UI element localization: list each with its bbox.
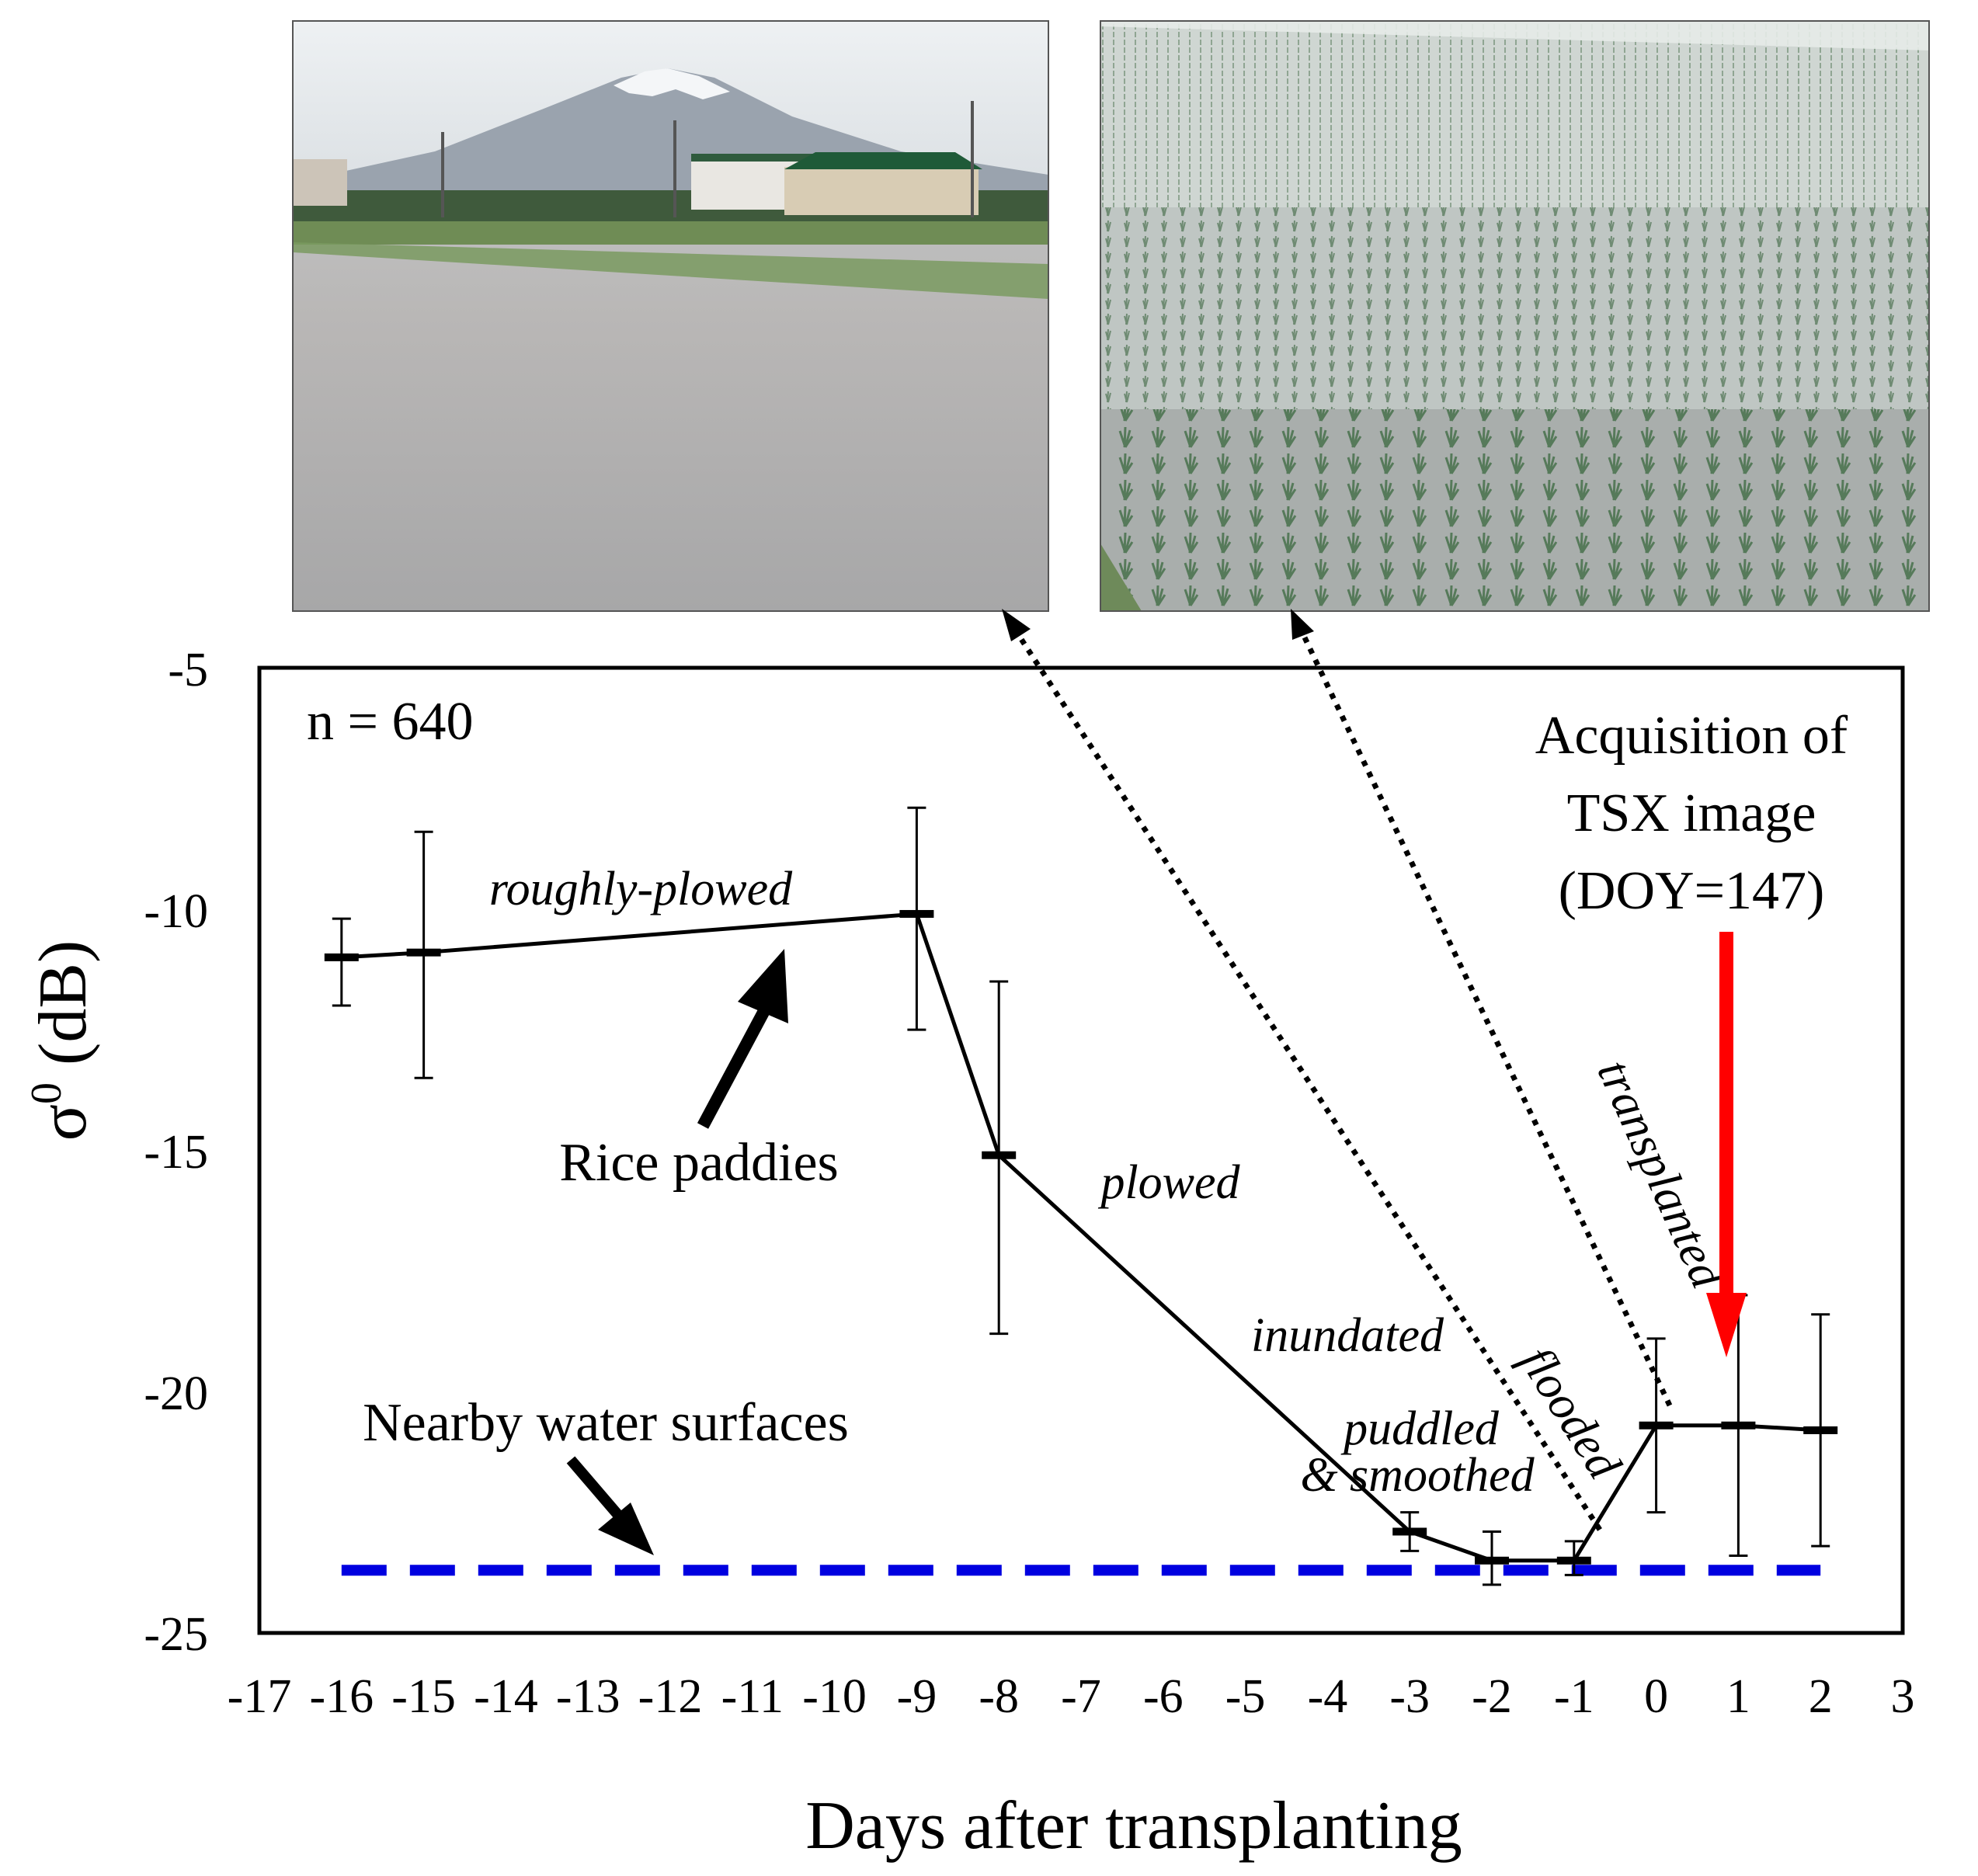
x-tick-label: -13: [556, 1670, 621, 1723]
error-bar: [332, 917, 351, 1007]
transplanted-paddy-photo: [1100, 20, 1930, 612]
annotation-roughly-plowed: roughly-plowed: [489, 863, 793, 915]
x-tick-label: -7: [1061, 1670, 1101, 1723]
x-tick-label: -3: [1389, 1670, 1430, 1723]
data-point-marker: [324, 953, 359, 961]
x-tick-label: -8: [979, 1670, 1019, 1723]
annotation-puddled: puddled: [1340, 1402, 1500, 1455]
rice-paddies-arrow: [697, 949, 788, 1129]
transplanted-pointer-arrow: [1294, 620, 1673, 1407]
x-axis-title: Days after transplanting: [805, 1788, 1462, 1864]
data-point-marker: [1556, 1556, 1591, 1565]
flooded-arrowhead: [1002, 609, 1031, 641]
x-tick-label: -9: [897, 1670, 937, 1723]
data-point-marker: [899, 909, 934, 918]
plot-area-frame: [257, 665, 1905, 1635]
data-point-marker: [1803, 1426, 1838, 1434]
acquisition-label-line2: TSX image: [1567, 783, 1816, 843]
x-axis-ticks: -17 -16 -15 -14 -13 -12 -11 -10 -9 -8 -7 -6 -5 -4 -3 -2…: [228, 1670, 1915, 1723]
y-tick-label: -5: [168, 644, 208, 697]
annotation-inundated: inundated: [1251, 1309, 1444, 1362]
x-tick-label: 3: [1891, 1670, 1915, 1723]
rice-paddy-markers: [324, 909, 1838, 1565]
y-axis-ticks: -5 -10 -15 -20 -25: [144, 644, 208, 1661]
data-point-marker: [1721, 1421, 1756, 1430]
x-tick-label: 2: [1809, 1670, 1833, 1723]
x-tick-label: 1: [1726, 1670, 1750, 1723]
x-tick-label: -12: [638, 1670, 703, 1723]
flooded-pointer-arrow: [1007, 620, 1602, 1531]
y-tick-label: -25: [144, 1608, 208, 1661]
annotation-plowed: plowed: [1097, 1156, 1240, 1209]
acquisition-label-line1: Acquisition of: [1535, 706, 1848, 766]
annotation-transplanted: transplanted: [1587, 1052, 1734, 1297]
acquisition-arrow: [1706, 932, 1747, 1357]
transplanted-arrowhead: [1291, 609, 1314, 640]
x-tick-label: -5: [1225, 1670, 1266, 1723]
x-tick-label: -16: [309, 1670, 374, 1723]
data-point-marker: [406, 948, 441, 957]
photo-pointer-arrows: [1007, 620, 1673, 1531]
data-point-marker: [1475, 1556, 1509, 1565]
rice-paddies-label: Rice paddies: [559, 1133, 839, 1193]
x-tick-label: -11: [721, 1670, 784, 1723]
annotation-smoothed: & smoothed: [1300, 1449, 1535, 1502]
y-tick-label: -10: [144, 885, 208, 938]
sample-size-label: n = 640: [307, 692, 473, 752]
rice-paddy-series-line: [341, 912, 1821, 1563]
y-tick-label: -20: [144, 1367, 208, 1420]
acquisition-label-line3: (DOY=147): [1559, 861, 1825, 921]
x-tick-label: -4: [1308, 1670, 1348, 1723]
x-tick-label: -17: [228, 1670, 292, 1723]
x-tick-label: 0: [1644, 1670, 1668, 1723]
x-tick-label: -10: [802, 1670, 867, 1723]
water-surfaces-arrow: [566, 1456, 654, 1555]
x-tick-label: -14: [474, 1670, 538, 1723]
data-point-marker: [1392, 1527, 1427, 1536]
x-tick-label: -2: [1472, 1670, 1512, 1723]
data-point-marker: [982, 1151, 1017, 1159]
x-tick-label: -15: [391, 1670, 456, 1723]
flooded-paddy-photo: [292, 20, 1049, 612]
y-tick-label: -15: [144, 1126, 208, 1179]
data-point-marker: [1639, 1421, 1674, 1430]
x-tick-label: -6: [1143, 1670, 1184, 1723]
y-axis-title: σ0 (dB): [23, 940, 101, 1141]
x-tick-label: -1: [1554, 1670, 1594, 1723]
water-surfaces-label: Nearby water surfaces: [363, 1393, 849, 1453]
